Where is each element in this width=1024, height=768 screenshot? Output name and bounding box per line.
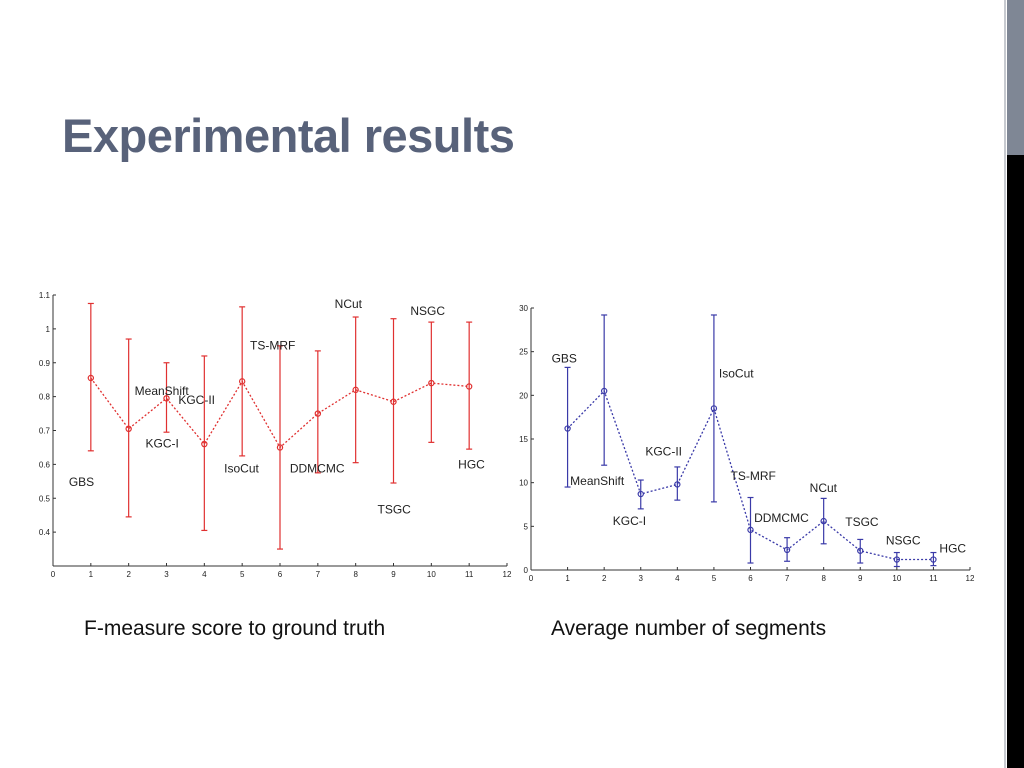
x-tick-label: 3	[639, 574, 644, 583]
side-strip-black	[1007, 155, 1024, 768]
y-tick-label: 5	[524, 522, 529, 531]
x-tick-label: 6	[748, 574, 753, 583]
x-tick-label: 2	[126, 570, 131, 579]
caption-f-measure: F-measure score to ground truth	[84, 617, 386, 640]
x-tick-label: 4	[202, 570, 207, 579]
y-tick-label: 10	[519, 479, 528, 488]
x-tick-label: 5	[240, 570, 245, 579]
method-label: HGC	[939, 542, 966, 556]
x-tick-label: 0	[51, 570, 56, 579]
x-tick-label: 0	[529, 574, 534, 583]
method-label: IsoCut	[224, 461, 259, 475]
data-point	[465, 383, 473, 390]
x-tick-label: 12	[966, 574, 975, 583]
method-label: IsoCut	[719, 366, 754, 380]
y-tick-label: 20	[519, 391, 528, 400]
data-point	[276, 444, 284, 451]
data-point	[352, 386, 359, 394]
data-point	[710, 405, 718, 412]
method-label: NSGC	[410, 304, 445, 318]
x-tick-label: 3	[164, 570, 169, 579]
y-tick-label: 0.9	[39, 359, 51, 368]
data-point	[428, 379, 435, 387]
x-tick-label: 2	[602, 574, 607, 583]
x-tick-label: 1	[89, 570, 94, 579]
data-point	[674, 481, 681, 488]
data-point	[600, 387, 608, 395]
method-label: TSGC	[845, 515, 879, 529]
data-point	[930, 556, 937, 563]
x-tick-label: 7	[785, 574, 790, 583]
x-tick-label: 8	[821, 574, 826, 583]
side-strip-gray	[1007, 0, 1024, 155]
method-label: KGC-I	[613, 514, 646, 528]
data-point	[201, 440, 208, 448]
x-tick-label: 4	[675, 574, 680, 583]
x-tick-label: 11	[465, 570, 474, 579]
data-point	[564, 425, 571, 432]
method-label: TS-MRF	[731, 469, 776, 483]
data-point	[820, 517, 827, 525]
x-tick-label: 8	[353, 570, 358, 579]
data-point	[747, 526, 754, 534]
x-tick-label: 10	[892, 574, 901, 583]
data-point	[637, 490, 644, 498]
method-label: NCut	[810, 481, 838, 495]
method-label: NCut	[335, 297, 363, 311]
x-tick-label: 1	[565, 574, 570, 583]
y-tick-label: 0.8	[39, 393, 51, 402]
data-point	[238, 378, 246, 385]
x-tick-label: 6	[278, 570, 283, 579]
data-point	[125, 425, 132, 433]
method-label: KGC-II	[645, 444, 682, 458]
y-tick-label: 0.7	[39, 427, 51, 436]
method-label: NSGC	[886, 534, 921, 548]
method-label: KGC-I	[146, 436, 179, 450]
method-label: DDMCMC	[290, 462, 345, 476]
data-point	[783, 546, 791, 554]
method-label: MeanShift	[570, 474, 625, 488]
data-point	[163, 395, 170, 402]
x-tick-label: 5	[712, 574, 717, 583]
y-tick-label: 25	[519, 348, 528, 357]
y-tick-label: 0	[524, 566, 529, 575]
y-tick-label: 1.1	[39, 291, 51, 300]
side-divider-line	[1004, 0, 1006, 768]
y-tick-label: 30	[519, 304, 528, 313]
chart-avg-segments: 0 1 2 3 4 5 6 7 8 9 10 11 12051015202530GBSMeanShift…	[519, 304, 975, 583]
y-tick-label: 15	[519, 435, 528, 444]
method-label: HGC	[458, 457, 485, 471]
method-label: GBS	[552, 352, 577, 366]
y-tick-label: 0.5	[39, 494, 51, 503]
slide-title: Experimental results	[62, 109, 515, 162]
x-tick-label: 12	[503, 570, 512, 579]
x-tick-label: 9	[391, 570, 396, 579]
method-label: GBS	[69, 475, 94, 489]
x-tick-label: 10	[427, 570, 436, 579]
x-tick-label: 11	[929, 574, 938, 583]
data-point	[87, 374, 95, 382]
method-label: TS-MRF	[250, 338, 295, 352]
x-tick-label: 9	[858, 574, 863, 583]
data-point	[314, 410, 322, 417]
y-tick-label: 0.4	[39, 528, 51, 537]
chart-f-measure: 0 1 2 3 4 5 6 7 8 9 10 11 120.40.50.60.70.80.911.1GB…	[39, 291, 512, 579]
data-point	[390, 398, 397, 405]
x-tick-label: 7	[316, 570, 321, 579]
data-point	[857, 547, 864, 554]
method-label: MeanShift	[135, 384, 190, 398]
caption-avg-segments: Average number of segments	[551, 617, 827, 640]
series-line	[567, 389, 934, 561]
method-label: TSGC	[378, 503, 412, 517]
y-tick-label: 1	[46, 325, 51, 334]
method-label: DDMCMC	[754, 511, 809, 525]
data-point	[893, 556, 901, 563]
y-tick-label: 0.6	[39, 460, 51, 469]
method-label: KGC-II	[178, 393, 215, 407]
